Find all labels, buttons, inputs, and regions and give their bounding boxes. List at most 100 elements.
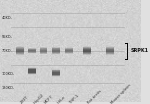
Bar xyxy=(28,49,36,50)
Bar xyxy=(106,48,114,49)
Bar xyxy=(106,46,114,47)
Bar xyxy=(65,50,73,51)
Bar xyxy=(52,74,60,75)
Bar xyxy=(28,71,36,72)
Bar xyxy=(65,47,73,48)
Bar xyxy=(106,51,114,52)
Bar xyxy=(28,50,36,52)
Bar xyxy=(28,50,36,51)
Bar xyxy=(65,51,73,52)
Bar xyxy=(28,52,36,53)
Bar xyxy=(16,47,24,49)
Bar xyxy=(40,52,48,53)
Bar xyxy=(28,48,36,49)
Bar xyxy=(28,50,36,51)
Text: HeLa: HeLa xyxy=(56,95,66,104)
Bar xyxy=(52,49,60,50)
Bar xyxy=(106,50,114,51)
Bar xyxy=(16,49,24,51)
Bar xyxy=(16,51,24,52)
Bar xyxy=(52,75,60,76)
Bar xyxy=(52,75,60,76)
Text: MCF7: MCF7 xyxy=(44,94,54,104)
Bar xyxy=(40,49,48,50)
Bar xyxy=(52,72,60,73)
Bar xyxy=(52,69,60,71)
Bar xyxy=(40,48,48,50)
Bar xyxy=(28,67,36,68)
Bar xyxy=(83,50,91,51)
Bar xyxy=(16,46,24,48)
Bar xyxy=(16,53,24,54)
Bar xyxy=(40,51,48,52)
Bar xyxy=(52,71,60,72)
Bar xyxy=(40,49,48,50)
Text: 293T: 293T xyxy=(20,95,30,104)
Bar xyxy=(52,53,60,54)
Bar xyxy=(52,54,60,55)
Bar xyxy=(52,70,60,72)
Bar xyxy=(28,52,36,53)
Bar xyxy=(52,49,60,50)
Bar xyxy=(28,53,36,54)
Bar xyxy=(28,73,36,74)
Bar xyxy=(16,54,24,55)
Bar xyxy=(16,47,24,48)
Bar xyxy=(52,47,60,48)
Bar xyxy=(28,69,36,70)
Bar xyxy=(28,70,36,71)
Bar xyxy=(83,48,91,49)
Bar xyxy=(40,53,48,54)
Bar xyxy=(52,53,60,54)
Bar xyxy=(28,48,36,49)
Bar xyxy=(65,51,73,52)
Bar xyxy=(52,50,60,51)
Bar xyxy=(16,50,24,51)
Bar xyxy=(52,72,60,73)
Bar xyxy=(28,70,36,71)
Bar xyxy=(40,50,48,51)
Bar xyxy=(52,70,60,71)
Text: SRPK1: SRPK1 xyxy=(130,48,148,53)
Bar xyxy=(52,73,60,75)
Bar xyxy=(106,54,114,55)
Bar xyxy=(83,46,91,48)
Bar xyxy=(65,52,73,53)
Bar xyxy=(16,52,24,53)
Bar xyxy=(65,53,73,54)
Bar xyxy=(16,53,24,54)
Bar xyxy=(28,74,36,75)
Bar xyxy=(16,50,24,51)
Bar xyxy=(28,69,36,71)
Bar xyxy=(52,76,60,77)
Bar xyxy=(83,52,91,53)
Bar xyxy=(28,51,36,52)
Bar xyxy=(16,52,24,54)
Bar xyxy=(28,68,36,69)
Bar xyxy=(40,50,48,51)
Bar xyxy=(40,52,48,53)
Bar xyxy=(28,51,36,53)
Bar xyxy=(16,46,24,47)
Bar xyxy=(52,51,60,53)
Bar xyxy=(65,50,73,51)
Bar xyxy=(83,48,91,49)
Bar xyxy=(28,49,36,51)
Bar xyxy=(52,48,60,50)
Bar xyxy=(16,52,24,53)
Bar xyxy=(83,49,91,51)
Bar xyxy=(28,51,36,52)
Bar xyxy=(106,49,114,50)
Bar xyxy=(28,68,36,70)
Bar xyxy=(65,53,73,54)
Bar xyxy=(52,69,60,70)
Bar xyxy=(28,72,36,73)
Bar xyxy=(52,73,60,74)
Bar xyxy=(52,46,60,48)
Bar xyxy=(40,48,48,49)
Bar xyxy=(106,53,114,54)
Bar xyxy=(65,48,73,49)
Bar xyxy=(28,48,36,49)
Bar xyxy=(65,50,73,51)
Bar xyxy=(83,52,91,53)
